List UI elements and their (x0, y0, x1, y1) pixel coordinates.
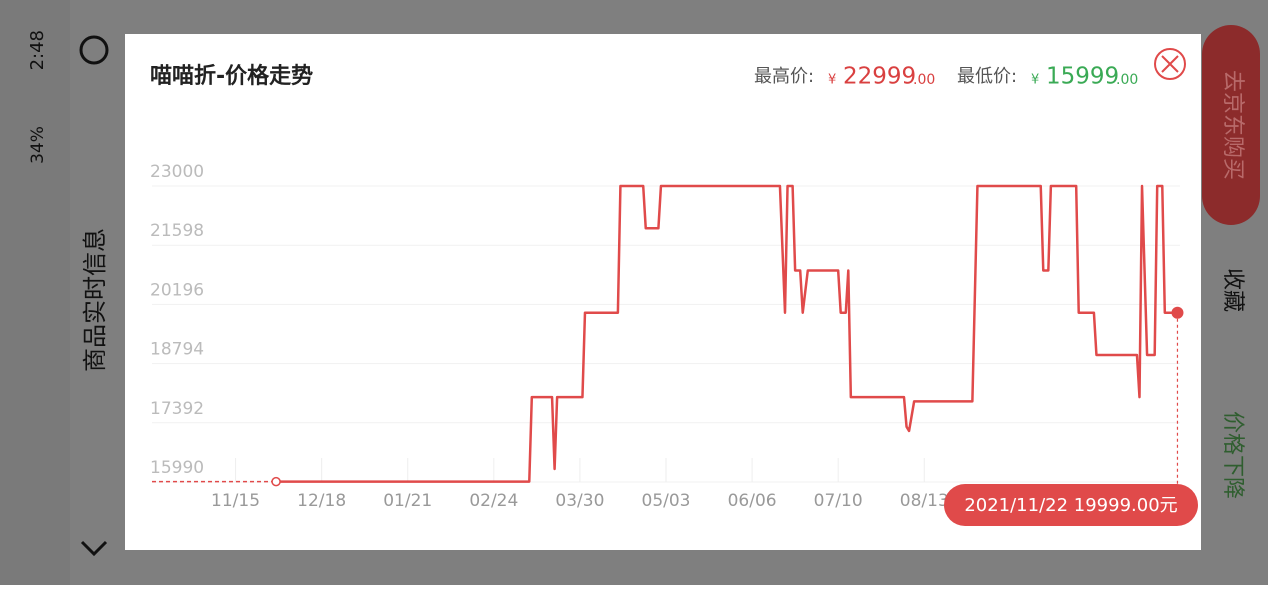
x-tick-label: 06/06 (728, 491, 777, 511)
badge (944, 484, 1198, 526)
x-tick-label: 03/30 (555, 491, 604, 511)
min-integer: 15999 (1046, 64, 1119, 90)
collapse-icon[interactable] (80, 540, 108, 557)
favorite-label[interactable]: 收藏 (1220, 268, 1245, 312)
price-drop-label[interactable]: 价格下降 (1220, 411, 1245, 499)
min-currency: ¥ (1031, 73, 1039, 88)
dialog-title: 喵喵折-价格走势 (150, 63, 313, 89)
history-icon[interactable] (79, 35, 109, 65)
plot: 23000 21598 20196 18794 17392 15990 11/15 12/18… (150, 162, 1198, 526)
battery: 34% (28, 126, 48, 164)
side-title: 商品实时信息 (81, 228, 109, 372)
x-tick-label: 01/21 (383, 491, 432, 511)
x-tick-label: 05/03 (642, 491, 691, 511)
badge-text: 2021/11/22 19999.00元 (964, 495, 1177, 516)
x-tick-label: 12/18 (297, 491, 346, 511)
max-decimal: .00 (913, 72, 935, 88)
y-tick-label: 23000 (150, 162, 204, 182)
y-tick-label: 18794 (150, 340, 204, 360)
dialog (125, 34, 1201, 550)
buy-label[interactable]: 去京东购买 (1220, 70, 1245, 180)
buy-button[interactable] (1202, 25, 1260, 225)
max-currency: ¥ (828, 73, 836, 88)
x-tick-label: 02/24 (469, 491, 518, 511)
y-tick-label: 20196 (150, 280, 204, 300)
x-tick-label: 07/10 (814, 491, 863, 511)
max-label: 最高价: (754, 66, 814, 87)
y-tick-label: 21598 (150, 221, 204, 241)
close-button[interactable] (1154, 48, 1186, 80)
max-integer: 22999 (843, 64, 916, 90)
end-point (1171, 306, 1184, 319)
status-strip (0, 0, 70, 585)
clock: 2:48 (27, 30, 48, 70)
y-tick-label: 15990 (150, 458, 204, 478)
x-tick-label: 08/13 (900, 491, 949, 511)
start-point (271, 476, 281, 487)
min-decimal: .00 (1116, 72, 1138, 88)
x-tick-label: 11/15 (211, 491, 260, 511)
y-tick-label: 17392 (150, 399, 204, 419)
min-label: 最低价: (957, 66, 1017, 87)
price-line (276, 184, 1178, 483)
